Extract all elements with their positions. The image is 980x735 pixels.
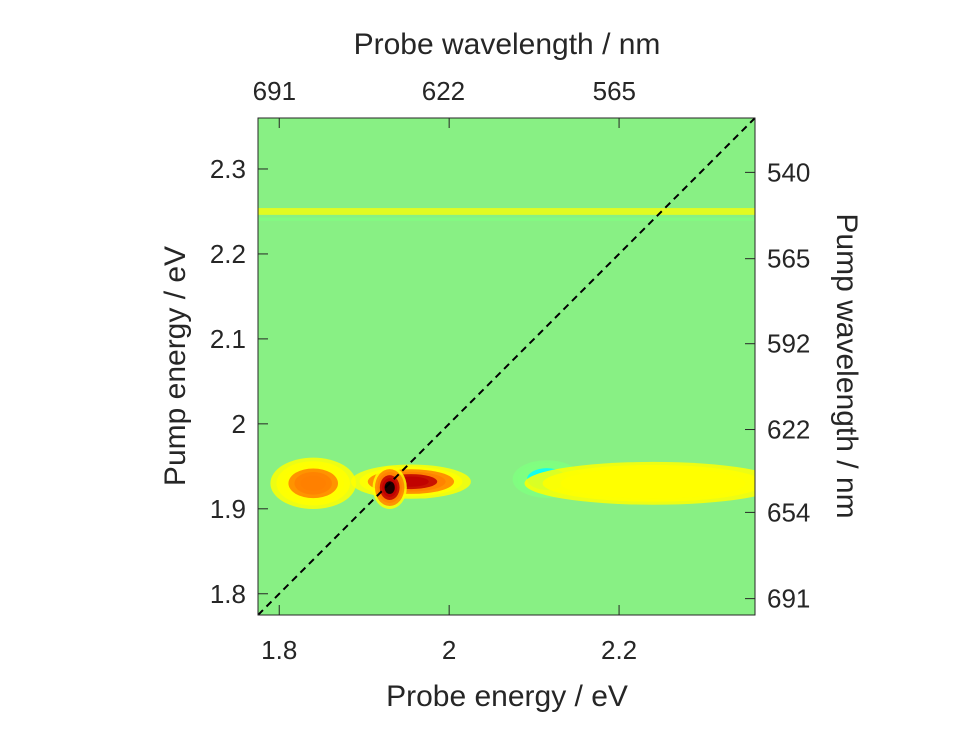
x-axis-label: Probe energy / eV bbox=[386, 680, 628, 713]
heatmap-band bbox=[258, 208, 755, 215]
x2-tick-label: 691 bbox=[253, 76, 296, 106]
y-axis-left: 1.8 1.9 2 2.1 2.2 2.3 bbox=[210, 154, 268, 609]
y-tick-label: 1.8 bbox=[210, 579, 246, 609]
heatmap-feature bbox=[350, 464, 471, 499]
y-axis-label: Pump energy / eV bbox=[159, 246, 192, 486]
y2-tick-label: 540 bbox=[767, 157, 810, 187]
y2-tick-label: 592 bbox=[767, 329, 810, 359]
y2-axis-label: Pump wavelength / nm bbox=[830, 213, 863, 518]
x-axis-top: 691 622 565 bbox=[253, 76, 636, 106]
y-tick-label: 2.2 bbox=[210, 239, 246, 269]
x-axis-bottom: 1.8 2 2.2 bbox=[261, 118, 637, 665]
y-tick-label: 2.1 bbox=[210, 324, 246, 354]
x2-axis-label: Probe wavelength / nm bbox=[354, 28, 661, 61]
y-tick-label: 1.9 bbox=[210, 494, 246, 524]
y-tick-label: 2 bbox=[232, 409, 246, 439]
y2-tick-label: 654 bbox=[767, 497, 810, 527]
y2-tick-label: 622 bbox=[767, 415, 810, 445]
x-tick-label: 2 bbox=[442, 635, 456, 665]
heatmap-features bbox=[270, 457, 755, 510]
feature-contour bbox=[614, 476, 692, 490]
feature-contour bbox=[300, 475, 326, 491]
y-axis-right: 691 654 622 592 565 540 bbox=[745, 157, 810, 614]
y2-tick-label: 565 bbox=[767, 244, 810, 274]
heatmap-band bbox=[258, 217, 755, 221]
heatmap-bands bbox=[258, 208, 755, 221]
x-tick-label: 1.8 bbox=[261, 635, 297, 665]
y-tick-label: 2.3 bbox=[210, 154, 246, 184]
x-tick-label: 2.2 bbox=[601, 635, 637, 665]
plot-frame bbox=[257, 117, 756, 616]
heatmap-plot bbox=[258, 118, 755, 615]
heatmap-feature bbox=[270, 457, 357, 510]
feature-contour bbox=[384, 481, 395, 494]
y2-tick-label: 691 bbox=[767, 584, 810, 614]
diagonal-line bbox=[258, 118, 755, 615]
heatmap-feature bbox=[372, 466, 407, 509]
x2-tick-label: 565 bbox=[593, 76, 636, 106]
x2-tick-label: 622 bbox=[422, 76, 465, 106]
heatmap-feature bbox=[524, 461, 755, 505]
